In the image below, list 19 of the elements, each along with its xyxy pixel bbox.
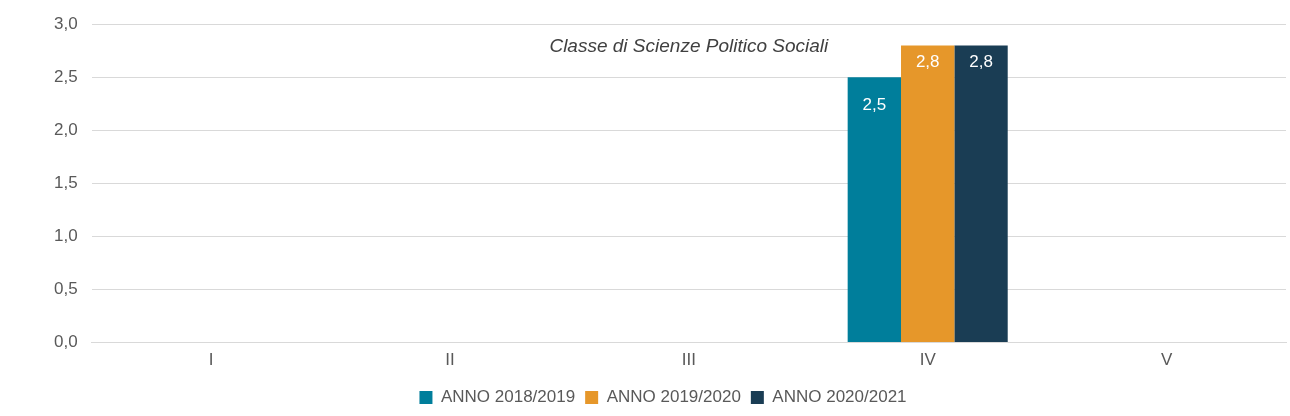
y-tick-label: 0,5 <box>53 279 78 299</box>
y-tick-label: 2,5 <box>53 66 78 86</box>
x-tick-label: V <box>1160 350 1173 370</box>
data-label: 2,8 <box>969 51 993 71</box>
x-tick-label: II <box>445 350 455 370</box>
y-tick-label: 0,0 <box>53 332 78 352</box>
legend-label: ANNO 2019/2020 <box>606 387 741 407</box>
y-tick-label: 1,0 <box>53 226 78 246</box>
y-tick-label: 1,5 <box>53 173 78 193</box>
data-label: 2,8 <box>915 51 940 71</box>
x-tick-label: I <box>208 350 214 370</box>
data-label: 2,5 <box>862 95 887 115</box>
x-tick-label: IV <box>919 350 937 370</box>
text: Classe di Scienze Politico Sociali <box>549 35 829 57</box>
legend-label: ANNO 2018/2019 <box>440 387 576 407</box>
y-tick-label: 2,0 <box>53 120 78 140</box>
x-tick-label: III <box>681 350 696 370</box>
y-tick-label: 3,0 <box>53 13 78 33</box>
legend-label: ANNO 2020/2021 <box>772 387 907 407</box>
